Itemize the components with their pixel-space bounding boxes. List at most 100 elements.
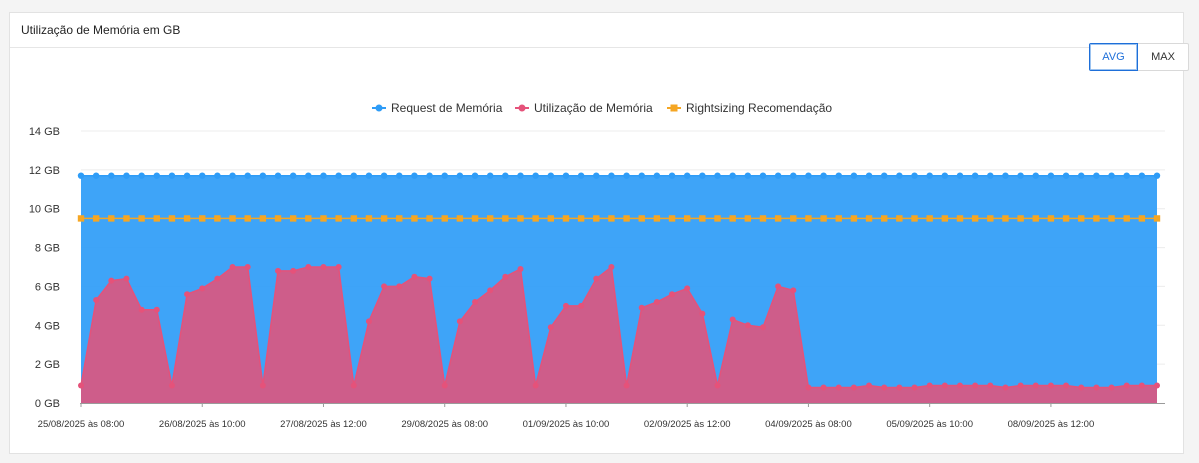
usage-point — [108, 277, 115, 284]
legend-label: Request de Memória — [391, 101, 503, 115]
usage-point — [1002, 384, 1009, 391]
legend-marker-icon — [670, 104, 678, 112]
x-tick-label: 08/09/2025 às 12:00 — [1008, 419, 1095, 430]
usage-point — [1108, 384, 1115, 391]
rightsizing-point — [108, 215, 115, 222]
request-point — [714, 172, 721, 179]
y-tick-label: 14 GB — [29, 126, 60, 138]
rightsizing-point — [274, 215, 282, 222]
request-point — [471, 172, 479, 179]
rightsizing-point — [790, 215, 797, 222]
request-point — [320, 172, 327, 179]
usage-point — [714, 382, 721, 389]
request-point — [411, 172, 418, 179]
rightsizing-point — [865, 215, 873, 222]
x-tick-label: 27/08/2025 às 12:00 — [280, 419, 367, 430]
request-point — [289, 172, 297, 179]
rightsizing-point — [320, 215, 327, 222]
usage-point — [790, 287, 797, 294]
rightsizing-point — [1108, 215, 1115, 222]
usage-point — [214, 275, 221, 282]
request-point — [441, 172, 448, 179]
y-tick-label: 6 GB — [35, 281, 60, 293]
rightsizing-point — [123, 215, 130, 222]
rightsizing-point — [638, 215, 645, 222]
usage-point — [93, 297, 100, 304]
rightsizing-point — [532, 215, 539, 222]
request-point — [987, 172, 994, 179]
rightsizing-point — [759, 215, 767, 222]
avg-button[interactable]: AVG — [1089, 43, 1138, 71]
usage-point — [669, 291, 676, 298]
request-point — [335, 172, 342, 179]
usage-point — [199, 285, 206, 292]
request-point — [562, 172, 570, 179]
request-point — [896, 172, 903, 179]
usage-point — [153, 306, 160, 313]
request-point — [199, 172, 206, 179]
request-point — [153, 172, 160, 179]
request-point — [138, 172, 145, 179]
rightsizing-point — [593, 215, 600, 222]
request-point — [577, 172, 585, 179]
request-point — [699, 172, 706, 179]
rightsizing-point — [683, 215, 691, 222]
rightsizing-point — [911, 215, 918, 222]
rightsizing-point — [774, 215, 782, 222]
usage-point — [1063, 382, 1070, 389]
request-point — [1032, 172, 1039, 179]
legend: Request de Memória Utilização de Memória R… — [372, 101, 832, 115]
rightsizing-point — [577, 215, 585, 222]
request-point — [865, 172, 873, 179]
request-point — [881, 172, 888, 179]
usage-point — [1017, 382, 1024, 389]
legend-label: Utilização de Memória — [534, 101, 653, 115]
legend-item[interactable]: Rightsizing Recomendação — [667, 101, 832, 115]
usage-point — [456, 318, 463, 325]
rightsizing-point — [517, 215, 524, 222]
request-point — [396, 172, 403, 179]
rightsizing-point — [426, 215, 433, 222]
rightsizing-point — [1078, 215, 1085, 222]
usage-point — [381, 283, 388, 290]
request-point — [486, 172, 494, 179]
x-tick-label: 02/09/2025 às 12:00 — [644, 419, 731, 430]
usage-point — [911, 384, 918, 391]
legend-marker-icon — [375, 104, 383, 112]
request-point — [305, 172, 312, 179]
request-point — [1017, 172, 1024, 179]
request-point — [365, 172, 373, 179]
request-point — [214, 172, 221, 179]
rightsizing-point — [1138, 215, 1146, 222]
request-point — [593, 172, 600, 179]
legend-item[interactable]: Utilização de Memória — [515, 101, 653, 115]
usage-point — [653, 298, 660, 305]
rightsizing-point — [1017, 215, 1024, 222]
area-layer — [81, 175, 1157, 403]
rightsizing-point — [1047, 215, 1055, 222]
usage-point — [320, 264, 327, 270]
usage-point — [184, 291, 191, 298]
request-point — [350, 172, 357, 179]
usage-point — [759, 324, 766, 331]
rightsizing-point — [486, 215, 494, 222]
max-button[interactable]: MAX — [1138, 43, 1189, 71]
request-point — [653, 172, 661, 179]
usage-point — [941, 382, 948, 389]
rightsizing-point — [850, 215, 858, 222]
request-point — [926, 172, 933, 179]
request-point — [1108, 172, 1115, 179]
usage-point — [684, 285, 691, 292]
card-title: Utilização de Memória em GB — [21, 23, 181, 37]
rightsizing-point — [956, 215, 964, 222]
legend-item[interactable]: Request de Memória — [372, 101, 503, 115]
rightsizing-point — [941, 215, 949, 222]
request-point — [547, 172, 555, 179]
request-point — [744, 172, 752, 179]
usage-point — [578, 302, 585, 309]
rightsizing-point — [502, 215, 509, 222]
usage-point — [365, 318, 372, 325]
usage-point — [593, 275, 600, 282]
rightsizing-point — [714, 215, 721, 222]
